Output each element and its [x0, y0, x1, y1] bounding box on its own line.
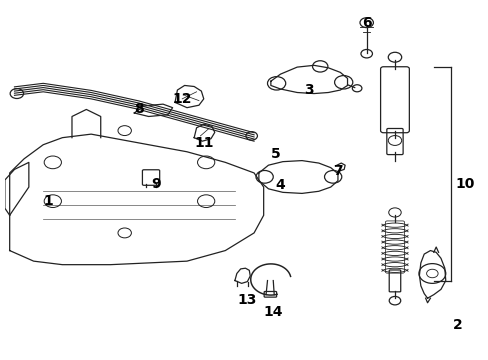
Text: 10: 10 — [454, 176, 474, 190]
Text: 7: 7 — [332, 164, 342, 178]
Text: 12: 12 — [172, 92, 192, 106]
Text: 6: 6 — [361, 16, 371, 30]
Text: 14: 14 — [263, 305, 283, 319]
Text: 3: 3 — [304, 83, 313, 97]
Text: 9: 9 — [151, 176, 161, 190]
Text: 13: 13 — [237, 293, 256, 307]
Text: 8: 8 — [134, 103, 143, 116]
Text: 1: 1 — [43, 194, 53, 208]
Text: 11: 11 — [194, 136, 213, 150]
Text: 5: 5 — [270, 147, 280, 161]
Text: 4: 4 — [275, 178, 285, 192]
Text: 2: 2 — [452, 318, 462, 332]
